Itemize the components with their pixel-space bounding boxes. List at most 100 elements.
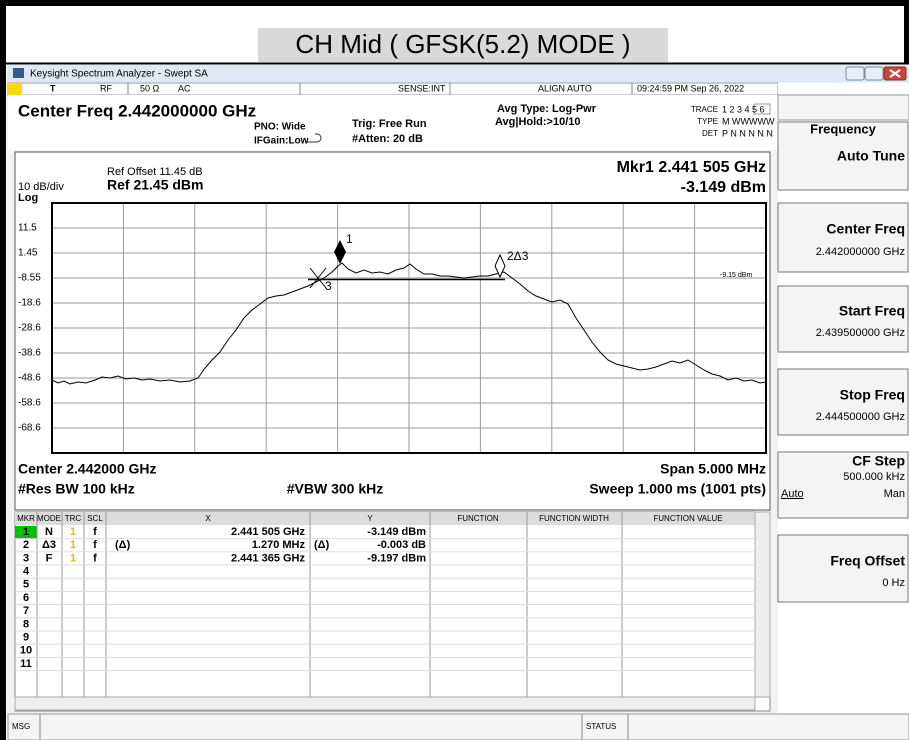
status-impedance: 50 Ω [140,83,160,93]
table-header [15,512,755,525]
softkey-label: Auto Tune [837,148,905,164]
marker-y: -9.197 dBm [367,552,426,564]
softkey-label: Center Freq [826,221,905,237]
frame-top [0,0,909,6]
y-tick-label: 1.45 [18,248,38,259]
softkey-option: Auto [781,488,804,500]
marker-number: 3 [23,552,29,564]
softkey-option: Man [884,488,905,500]
status-align: ALIGN AUTO [538,83,592,93]
marker-readout: Mkr1 2.441 505 GHz [617,159,766,176]
minimize-button[interactable] [845,66,865,81]
marker-1 [334,240,346,264]
column-header: FUNCTION VALUE [653,514,722,523]
softkey-label: Start Freq [839,303,905,319]
column-header: TRC [65,514,82,523]
marker-label: 1 [346,232,353,246]
center-freq: Center Freq 2.442000000 GHz [18,101,256,120]
msg-label: MSG [12,722,30,731]
softkey-label: Freq Offset [830,553,905,569]
scale: 10 dB/div [18,181,64,193]
marker-mode: Δ3 [42,539,56,551]
graph-panel [14,151,771,511]
marker-number: 6 [23,592,29,604]
marker-y-ref: (Δ) [314,539,330,551]
column-header: FUNCTION WIDTH [539,514,609,523]
column-header: X [205,514,211,523]
softkey-value: 2.439500000 GHz [816,327,905,339]
marker-number: 4 [23,566,30,578]
y-tick-label: 11.5 [18,223,37,234]
trace [51,262,767,385]
v-scrollbar[interactable] [754,511,771,698]
title-bar [7,65,909,82]
y-tick-label: -58.6 [18,398,41,409]
marker-number: 9 [23,632,29,644]
status-rf: RF [100,83,112,93]
softkey[interactable] [777,451,909,519]
softkey[interactable] [777,534,909,603]
softkey[interactable] [777,368,909,436]
softkey[interactable] [777,121,909,191]
status-indicator [8,83,22,95]
marker-scale: f [93,526,97,538]
trace-values: 1 2 3 4 5 6 [722,104,765,114]
marker-label: 3 [325,279,332,293]
softkey-value: 2.444500000 GHz [816,411,905,423]
marker-x-ref: (Δ) [115,539,131,551]
trace-cell [63,539,83,552]
title-bg [258,28,668,62]
column-header: FUNCTION [457,514,499,523]
message-bar [7,713,909,740]
y-tick-label: -28.6 [18,323,41,334]
marker-number: 1 [23,526,29,538]
maximize-button[interactable] [864,66,884,81]
marker-trace: 1 [70,526,76,538]
active-marker-cell [15,526,37,539]
softkey[interactable] [777,285,909,353]
h-scrollbar[interactable] [14,696,756,711]
graticule [51,202,767,454]
page-title: CH Mid ( GFSK(5.2) MODE ) [295,29,630,59]
app-icon [13,68,24,78]
softkey-value: 0 Hz [882,577,905,589]
window-title: Keysight Spectrum Analyzer - Swept SA [30,69,208,80]
pno-icon [307,133,322,143]
y-tick-label: -48.6 [18,373,41,384]
grid [52,203,766,453]
marker-number: 10 [20,645,32,657]
header [8,95,778,150]
y-tick-label: -38.6 [18,348,41,359]
frame-right [904,0,909,64]
trig: Trig: Free Run [352,118,427,130]
type-label: TYPE [697,117,718,126]
status-coupling: AC [178,83,191,93]
trace-cell [63,526,83,538]
marker-number: 5 [23,579,29,591]
softkey-value: 2.442000000 GHz [816,246,905,258]
center-label: Center 2.442000 GHz [18,461,157,477]
column-header: SCL [87,514,103,523]
marker-mode: F [46,552,53,564]
y-tick-label: -18.6 [18,298,41,309]
y-tick-label: -8.55 [18,273,41,284]
marker-scale: f [93,552,97,564]
marker-3 [309,267,327,289]
ifgain: IFGain:Low [254,136,309,147]
softkey[interactable] [777,202,909,273]
det-values: P N N N N N [722,128,773,138]
marker-table [14,511,771,712]
trace-label: TRACE [691,105,718,114]
marker-trace: 1 [70,552,76,564]
rbw-label: #Res BW 100 kHz [18,481,135,497]
span-label: Span 5.000 MHz [660,461,766,477]
marker-number: 11 [20,658,32,670]
softkey-value: 500.000 kHz [843,471,905,483]
trace-box [753,103,771,115]
status-mode: T [50,83,56,93]
type-values: M WWWWW [722,116,775,126]
display-line-label: -9.15 dBm [720,272,752,279]
ref-level: Ref 21.45 dBm [107,177,203,193]
column-header: Y [367,514,373,523]
